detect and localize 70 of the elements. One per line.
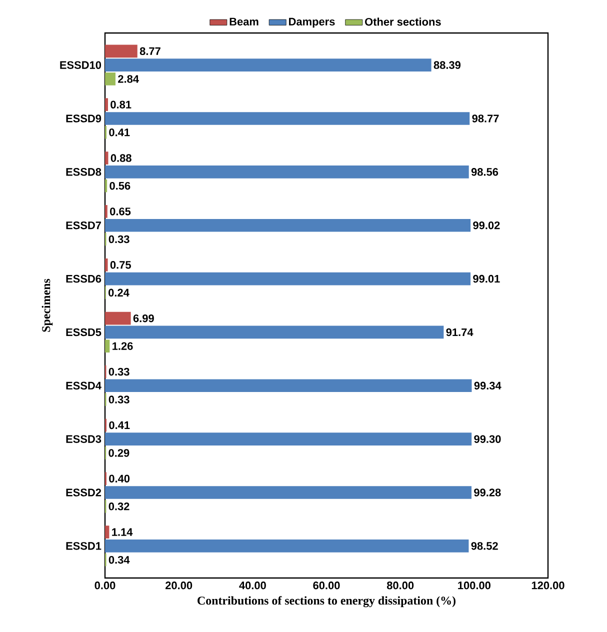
x-tick-label: 80.00: [386, 582, 414, 590]
legend-label: Dampers: [289, 18, 335, 28]
bar: [105, 58, 432, 72]
data-label: 1.26: [112, 342, 133, 350]
data-label: 0.33: [108, 235, 130, 244]
data-label: 98.77: [472, 114, 499, 122]
bar: [105, 166, 469, 178]
bar: [105, 98, 108, 112]
y-tick-label: ESSD10: [60, 61, 102, 69]
x-axis-title: Contributions of sections to energy dissipation (%): [198, 596, 456, 608]
x-tick-label: 100.00: [458, 582, 490, 590]
bar: [105, 379, 472, 392]
x-tick-label: 40.00: [239, 582, 266, 590]
x-tick-label: 60.00: [313, 582, 340, 590]
bar: [105, 312, 131, 325]
x-tick-label: 0.00: [94, 582, 116, 590]
bar: [105, 432, 472, 446]
data-label: 99.30: [474, 435, 501, 443]
y-tick-label: ESSD5: [66, 328, 102, 336]
data-label: 99.28: [474, 488, 501, 496]
y-tick-label: ESSD6: [66, 274, 102, 283]
x-tick-label: 20.00: [165, 582, 192, 590]
data-label: 99.02: [473, 221, 500, 230]
y-tick-label: ESSD9: [66, 114, 102, 122]
data-label: 99.01: [473, 274, 500, 283]
bar: [105, 340, 110, 353]
data-label: 91.74: [446, 328, 474, 336]
y-tick-label: ESSD2: [66, 488, 102, 496]
data-label: 0.88: [110, 154, 132, 162]
bar: [105, 112, 470, 125]
bar: [105, 486, 472, 499]
bar: [105, 540, 469, 552]
data-label: 1.14: [112, 528, 133, 536]
bar: [105, 326, 444, 339]
bar: [105, 526, 110, 538]
data-label: 99.34: [474, 382, 502, 390]
data-label: 0.56: [110, 182, 130, 190]
y-tick-label: ESSD4: [66, 382, 102, 390]
bar: [105, 152, 108, 164]
data-label: 0.65: [110, 208, 131, 216]
legend-label: Beam: [230, 18, 258, 26]
data-label: 0.32: [108, 502, 130, 510]
data-label: 8.77: [140, 47, 160, 56]
data-label: 0.41: [109, 421, 130, 430]
data-label: 98.56: [471, 168, 498, 176]
data-label: 0.81: [110, 100, 132, 108]
y-axis-title: Specimens: [42, 278, 53, 332]
data-label: 0.24: [108, 288, 130, 297]
bar: [105, 258, 108, 272]
data-label: 0.40: [109, 474, 130, 482]
y-tick-label: ESSD8: [66, 168, 102, 176]
x-tick-label: 120.00: [532, 582, 564, 590]
data-label: 0.41: [109, 128, 130, 136]
data-label: 0.33: [108, 396, 130, 404]
data-label: 88.39: [434, 61, 461, 69]
bar: [105, 218, 471, 232]
bar: [105, 272, 471, 286]
data-label: 98.52: [471, 542, 498, 550]
data-label: 6.99: [133, 314, 154, 322]
data-label: 2.84: [118, 75, 139, 83]
y-tick-label: ESSD3: [66, 435, 102, 443]
data-label: 0.33: [108, 368, 130, 376]
legend-label: Other sections: [365, 18, 441, 26]
y-tick-label: ESSD7: [66, 221, 101, 230]
bar: [105, 72, 116, 86]
data-label: 0.34: [108, 556, 130, 564]
data-label: 0.29: [108, 449, 130, 457]
data-label: 0.75: [110, 261, 131, 269]
y-tick-label: ESSD1: [66, 542, 102, 550]
bar: [105, 44, 138, 58]
